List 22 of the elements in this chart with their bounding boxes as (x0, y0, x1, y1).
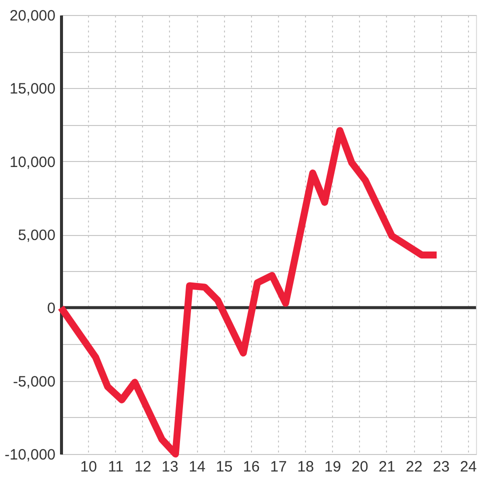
x-tick-label: 15 (216, 458, 233, 476)
x-tick-label: 20 (352, 458, 368, 476)
y-tick-label: 0 (47, 300, 56, 318)
x-tick-label: 16 (243, 458, 260, 476)
y-tick-label: 10,000 (10, 154, 56, 171)
y-tick-label: 5,000 (18, 227, 56, 244)
x-tick-label: 24 (460, 458, 477, 476)
x-tick-label: 12 (134, 458, 152, 476)
x-tick-label: 13 (162, 458, 178, 476)
x-tick-label: 22 (406, 458, 422, 476)
x-tick-label: 19 (324, 458, 342, 476)
x-tick-label: 10 (80, 458, 97, 476)
x-tick-label: 18 (297, 458, 314, 476)
y-tick-label: 20,000 (10, 8, 56, 24)
y-tick-label: -10,000 (4, 446, 56, 464)
y-tick-label: 15,000 (10, 80, 56, 98)
x-tick-label: 17 (270, 458, 287, 476)
x-tick-label: 21 (378, 458, 396, 476)
x-tick-label: 11 (108, 458, 124, 476)
x-tick-label: 14 (188, 458, 206, 476)
y-tick-label: -5,000 (12, 373, 56, 390)
x-tick-label: 23 (432, 458, 450, 476)
